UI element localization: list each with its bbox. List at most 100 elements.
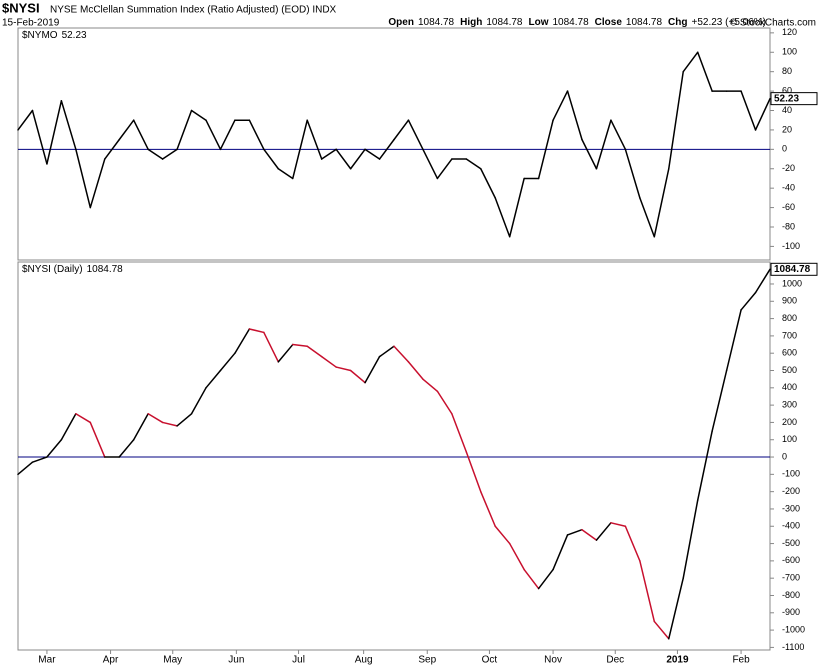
line-segment [508,542,525,571]
y-tick-label: -600 [782,555,800,565]
line-segment [494,197,511,238]
date: 15-Feb-2019 [2,18,60,29]
line-segment [480,168,496,199]
line-segment [190,109,207,121]
legend-value: 52.23 [62,30,87,41]
line-segment [682,51,699,73]
line-segment [147,148,164,160]
legend-name: $NYSI (Daily) [22,264,83,275]
x-tick-label: Nov [544,655,562,666]
line-segment [176,109,193,151]
y-tick-label: -500 [782,538,800,548]
last-value-box [770,92,818,106]
line-segment [60,100,77,151]
line-segment [407,361,424,380]
legend: $NYSI (Daily) 1084.78 [22,264,123,275]
line-segment [118,438,135,458]
line-segment [46,438,63,458]
legend-value: 1084.78 [87,264,124,275]
quote-value: 1084.78 [553,17,590,28]
x-tick-label: Feb [732,655,750,666]
y-tick-label: -100 [782,469,800,479]
line-segment [219,352,236,372]
line-segment [436,390,453,415]
line-segment [422,148,439,180]
line-segment [263,331,280,363]
line-segment [104,138,120,160]
line-segment [465,451,482,493]
legend: $NYMO 52.23 [22,30,87,41]
line-segment [595,522,612,541]
line-segment [31,456,48,463]
x-tick-label: Apr [103,655,119,666]
x-tick-label: Jun [228,655,244,666]
line-segment [537,568,554,590]
y-tick-label: -60 [782,202,795,212]
line-segment [364,148,381,160]
line-segment [349,369,366,384]
quote-label: Low [529,17,549,28]
x-tick-label: Dec [606,655,624,666]
line-segment [378,138,395,160]
y-tick-label: -300 [782,503,800,513]
line-segment [624,148,641,199]
quote-label: High [460,17,482,28]
line-segment [176,413,193,427]
y-tick-label: 120 [782,27,797,37]
quote-value: +52.23 (+5.06%) [692,17,767,28]
y-tick-label: 20 [782,124,792,134]
y-tick-label: -400 [782,521,800,531]
line-segment [639,197,656,238]
line-segment [89,421,106,458]
quote-value: 1084.78 [486,17,523,28]
line-segment [436,158,453,180]
line-segment [306,119,323,160]
line-segment [75,413,92,424]
y-tick-label: -20 [782,163,795,173]
line-segment [668,70,684,170]
last-value-label: 52.23 [774,93,799,104]
x-tick-label: 2019 [666,655,689,666]
x-tick-label: Aug [355,655,373,666]
line-segment [639,560,656,623]
line-segment [508,177,525,238]
line-segment [480,490,496,528]
line-segment [566,90,583,141]
line-segment [668,577,684,640]
y-tick-label: 600 [782,348,797,358]
line-segment [682,499,699,579]
quote-label: Open [388,17,414,28]
line-segment [248,119,265,151]
line-segment [31,109,48,165]
x-tick-label: Oct [482,655,498,666]
line-segment [277,168,294,180]
y-tick-label: 300 [782,399,797,409]
line-segment [422,378,439,393]
line-segment [754,268,771,294]
line-segment [610,522,627,528]
line-segment [711,369,728,432]
line-segment [17,461,34,476]
y-tick-label: -40 [782,183,795,193]
x-tick-label: May [163,655,182,666]
y-tick-label: -800 [782,590,800,600]
line-segment [740,90,757,131]
y-tick-label: 80 [782,66,792,76]
line-segment [725,309,742,372]
line-segment [581,528,598,541]
line-segment [277,343,294,363]
last-value-label: 1084.78 [774,264,811,275]
line-segment [653,168,670,238]
line-segment [349,148,366,170]
y-tick-label: 900 [782,296,797,306]
line-segment [132,413,149,441]
line-segment [161,421,178,427]
line-segment [132,119,149,151]
line-segment [653,620,670,640]
last-value-box [770,262,818,276]
line-segment [494,525,511,545]
line-segment [306,345,323,358]
x-tick-label: Mar [38,655,56,666]
line-segment [754,97,771,131]
quote-label: Chg [668,17,687,28]
